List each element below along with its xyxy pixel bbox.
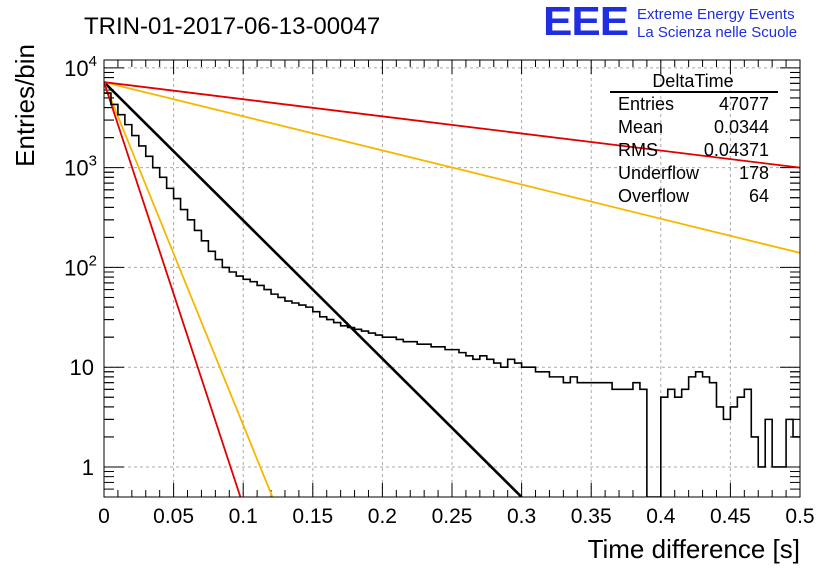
chart-title: TRIN-01-2017-06-13-00047: [84, 13, 380, 40]
y-tick-labels: 1 10 102 103 104: [64, 53, 97, 480]
stats-row-label: Mean: [618, 117, 663, 137]
logo-line1: Extreme Energy Events: [637, 6, 795, 23]
x-tick-label: 0: [98, 505, 110, 528]
x-tick-label: 0.3: [507, 505, 536, 528]
fit-line: [104, 81, 523, 497]
x-tick-label: 0.05: [153, 505, 194, 528]
fit-line: [104, 81, 274, 497]
fit-line: [104, 81, 242, 497]
fit-curves: [104, 81, 800, 497]
x-tick-label: 0.15: [292, 505, 333, 528]
plot-frame: [103, 59, 801, 498]
x-tick-label: 0.45: [710, 505, 751, 528]
stats-row-value: 178: [739, 163, 769, 183]
x-tick-label: 0.35: [571, 505, 612, 528]
y-tick-label: 103: [64, 153, 97, 181]
fit-line: [104, 81, 800, 169]
histogram: [104, 92, 800, 497]
y-tick-label: 10: [70, 355, 94, 380]
x-tick-label: 0.2: [368, 505, 397, 528]
stats-rows: Entries 47077 Mean 0.0344 RMS 0.04371Underflo…: [618, 94, 769, 206]
stats-box: DeltaTime Entries 47077 Mean 0.0344 RMS 0.043…: [610, 71, 778, 206]
stats-row-label: RMS: [618, 140, 658, 160]
x-tick-label: 0.25: [432, 505, 473, 528]
x-tick-label: 0.4: [646, 505, 676, 528]
stats-row-value: 0.04371: [704, 140, 769, 160]
y-axis-label: Entries/bin: [10, 44, 40, 167]
x-axis-label: Time difference [s]: [588, 534, 800, 564]
y-tick-label: 104: [64, 53, 97, 81]
stats-row-value: 64: [749, 186, 769, 206]
stats-title: DeltaTime: [652, 71, 733, 91]
eee-logo: EEE: [543, 0, 629, 45]
x-tick-label: 0.5: [785, 505, 814, 528]
fit-line: [104, 81, 800, 254]
stats-row-label: Entries: [618, 94, 674, 114]
logo-line2: La Scienza nelle Scuole: [637, 24, 798, 41]
y-tick-label: 1: [82, 455, 94, 480]
x-tick-labels: 0 0.05 0.1 0.15 0.2 0.25 0.3 0.35 0.4 0.45 0.5: [98, 505, 814, 528]
histogram-step-line: [104, 92, 800, 497]
x-tick-label: 0.1: [229, 505, 258, 528]
stats-row-label: Underflow: [618, 163, 700, 183]
y-tick-label: 102: [64, 252, 97, 280]
stats-row-label: Overflow: [618, 186, 690, 206]
stats-row-value: 0.0344: [714, 117, 769, 137]
stats-row-value: 47077: [719, 94, 769, 114]
